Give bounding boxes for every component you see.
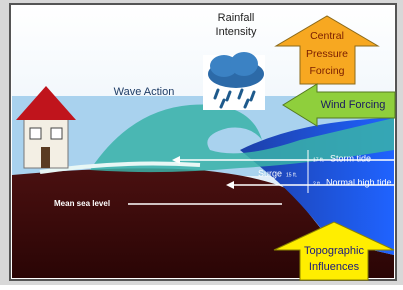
topographic-label: Influences xyxy=(309,261,360,273)
sea-level-label: Mean sea level xyxy=(54,199,110,208)
height-label: 15 ft. xyxy=(286,172,297,178)
rainfall-label: Rainfall xyxy=(218,12,255,24)
house-window xyxy=(30,128,41,139)
topographic-label: Topographic xyxy=(304,245,364,257)
storm-tide-label: Storm tide xyxy=(330,153,371,163)
rainfall-label: Intensity xyxy=(216,26,257,38)
diagram: Rainfall Intensity Central Pressure Forc… xyxy=(0,0,403,285)
house-door xyxy=(41,147,50,168)
pressure-label: Forcing xyxy=(309,65,344,77)
pressure-label: Central xyxy=(310,30,344,42)
height-label: 2 ft. xyxy=(313,181,321,187)
surge-label: Surge xyxy=(258,168,282,178)
height-label: 17 ft. xyxy=(313,157,324,163)
house-window xyxy=(51,128,62,139)
pressure-label: Pressure xyxy=(306,48,348,60)
cloud xyxy=(203,52,265,110)
wave-label: Wave Action xyxy=(114,86,175,98)
wind-label: Wind Forcing xyxy=(321,99,386,111)
high-tide-label: Normal high tide xyxy=(326,177,392,187)
